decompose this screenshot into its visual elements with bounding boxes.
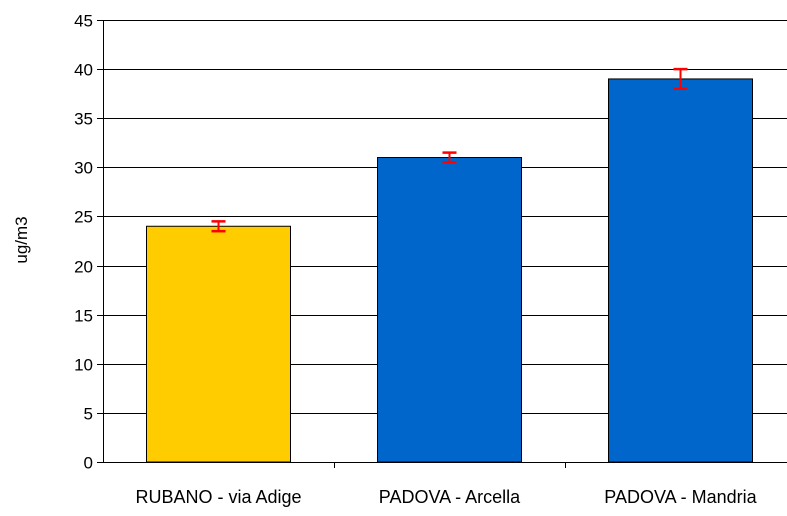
labels: 0 5 10 15 20 25 30 35 40 45 RUBANO - via Adige PADO… <box>74 12 758 508</box>
y-tick-label: 5 <box>84 405 93 424</box>
x-category-label: RUBANO - via Adige <box>135 487 301 507</box>
y-tick-label: 15 <box>74 307 93 326</box>
bar <box>377 157 522 463</box>
y-axis-title: ug/m3 <box>12 216 31 263</box>
y-tick-label: 0 <box>84 454 93 473</box>
y-tick-label: 35 <box>74 110 93 129</box>
y-tick-label: 40 <box>74 61 93 80</box>
x-category-label: PADOVA - Mandria <box>604 487 757 507</box>
y-tick-label: 20 <box>74 258 93 277</box>
error-bars <box>211 67 688 233</box>
y-tick-label: 45 <box>74 12 93 31</box>
y-tick-label: 10 <box>74 356 93 375</box>
y-tick-label: 30 <box>74 159 93 178</box>
bar <box>146 225 291 463</box>
x-category-label: PADOVA - Arcella <box>379 487 521 507</box>
bars <box>146 78 753 463</box>
bar <box>608 78 753 463</box>
y-tick-label: 25 <box>74 208 93 227</box>
axes <box>97 20 787 468</box>
